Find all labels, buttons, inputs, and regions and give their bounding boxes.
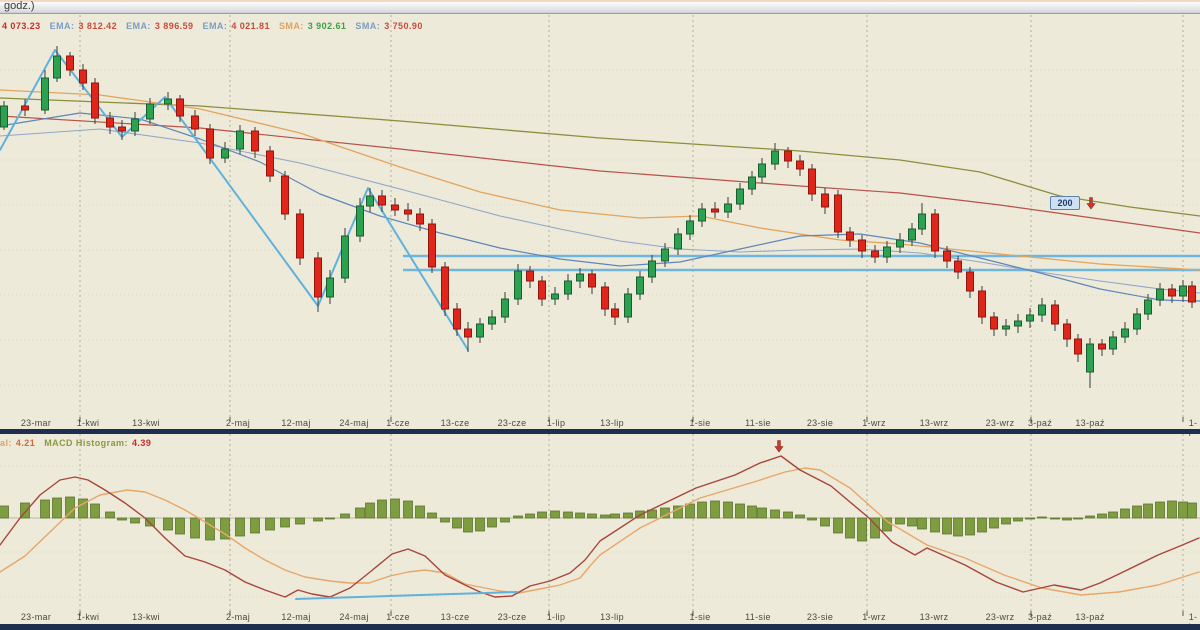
axis-label: 13-cze (440, 418, 470, 428)
axis-label: 23-wrz (985, 418, 1015, 428)
axis-label: 11-sie (745, 418, 771, 428)
axis-label: 23-cze (497, 418, 527, 428)
price-value: 4 073.23 (2, 21, 41, 31)
axis-label: 1-cze (386, 612, 410, 622)
window-titlebar[interactable]: godz.) (0, 0, 1200, 14)
axis-label: 13-cze (440, 612, 470, 622)
axis-label: 1-kwi (76, 418, 100, 428)
axis-label: 12-maj (281, 418, 311, 428)
sma2-value: 3 750.90 (384, 21, 423, 31)
ema3-value: 4 021.81 (231, 21, 270, 31)
moving-averages-layer (0, 89, 1200, 302)
sma1-pair: SMA: 3 902.61 (279, 21, 355, 31)
ema2-value: 3 896.59 (154, 21, 194, 31)
axis-label: 1-cze (386, 418, 410, 428)
axis-label: 24-maj (339, 418, 369, 428)
sma1-value: 3 902.61 (307, 21, 347, 31)
date-axis-main: 23-mar 1-kwi 13-kwi 2-maj 12-maj 24-maj 1-cze 1… (0, 418, 1200, 438)
ema1-pair: EMA: 3 812.42 (50, 21, 126, 31)
signal-label-partial: al: (0, 438, 12, 448)
axis-label: 3-paź (1027, 418, 1053, 428)
zigzag-layer (0, 49, 469, 351)
axis-label: 13-paź (1075, 418, 1105, 428)
axis-label: 3-paź (1027, 612, 1053, 622)
macd-indicator-legend: al: 4.21 MACD Histogram: 4.39 (0, 438, 160, 448)
axis-label: 1-wrz (862, 612, 886, 622)
main-indicator-legend: 4 073.23 EMA: 3 812.42 EMA: 3 896.59 EMA: 4 02… (2, 21, 432, 31)
ema2-pair: EMA: 3 896.59 (126, 21, 202, 31)
down-arrow-markers (774, 197, 1096, 453)
sma2-label: SMA: (355, 21, 381, 31)
axis-label: 23-mar (20, 418, 52, 428)
axis-label: 2-maj (225, 612, 251, 622)
axis-label: 13-lip (600, 612, 624, 622)
axis-label: 13-lip (600, 418, 624, 428)
axis-label: 13-kwi (132, 612, 160, 622)
axis-label: 23-cze (497, 612, 527, 622)
axis-label: 1-lip (546, 418, 566, 428)
axis-label: 1-l (1188, 418, 1198, 438)
signal-value: 4.21 (15, 438, 36, 448)
sma2-pair: SMA: 3 750.90 (355, 21, 431, 31)
axis-label: 1-sie (689, 418, 711, 428)
ema1-value: 3 812.42 (78, 21, 118, 31)
candles-layer (0, 46, 1196, 388)
sma1-label: SMA: (278, 21, 304, 31)
axis-label: 23-sie (806, 418, 834, 428)
bottom-border (0, 624, 1200, 630)
ema3-pair: EMA: 4 021.81 (203, 21, 279, 31)
axis-label: 13-paź (1075, 612, 1105, 622)
axis-label: 12-maj (281, 612, 311, 622)
macd-histogram-label: MACD Histogram: (44, 438, 128, 448)
ema2-label: EMA: (126, 21, 151, 31)
axis-label: 13-wrz (919, 418, 949, 428)
macd-histogram-value: 4.39 (131, 438, 152, 448)
axis-label: 1-lip (546, 612, 566, 622)
window-title: godz.) (4, 0, 35, 12)
axis-label: 23-sie (806, 612, 834, 622)
support-lines-layer (403, 254, 1200, 272)
axis-label: 11-sie (745, 612, 771, 622)
axis-label: 23-wrz (985, 612, 1015, 622)
sma200-label: 200 (1050, 196, 1080, 210)
axis-label: 13-kwi (132, 418, 160, 428)
ema1-label: EMA: (49, 21, 75, 31)
axis-label: 1-wrz (862, 418, 886, 428)
macd-layer (0, 455, 1200, 600)
axis-label: 1-sie (689, 612, 711, 622)
axis-label: 13-wrz (919, 612, 949, 622)
axis-label: 24-maj (339, 612, 369, 622)
date-axis-macd: 23-mar 1-kwi 13-kwi 2-maj 12-maj 24-maj 1-cze 1… (0, 612, 1200, 630)
panel-separator (0, 429, 1200, 434)
axis-label: 1-kwi (76, 612, 100, 622)
axis-label: 23-mar (20, 612, 52, 622)
axis-label: 2-maj (225, 418, 251, 428)
ema3-label: EMA: (202, 21, 228, 31)
